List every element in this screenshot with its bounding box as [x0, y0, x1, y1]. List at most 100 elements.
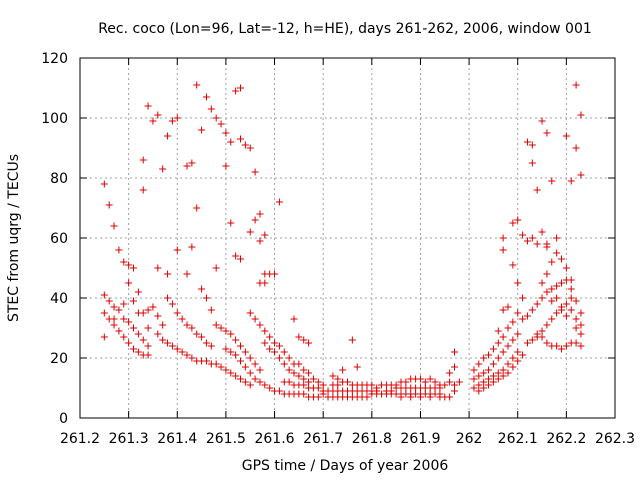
x-tick-label: 262 [456, 431, 483, 447]
data-point [144, 102, 152, 110]
data-point [446, 369, 454, 377]
data-point [514, 348, 522, 356]
data-point [144, 351, 152, 359]
x-tick-label: 261.6 [254, 431, 294, 447]
data-point [159, 165, 167, 173]
data-point [446, 378, 454, 386]
data-point [134, 330, 142, 338]
data-point [202, 339, 210, 347]
data-point [567, 177, 575, 185]
data-point [256, 321, 264, 329]
data-point [509, 261, 517, 269]
data-point [480, 369, 488, 377]
data-point [295, 372, 303, 380]
data-point [110, 315, 118, 323]
data-point [567, 294, 575, 302]
data-point [499, 306, 507, 314]
data-point [538, 294, 546, 302]
data-point [246, 309, 254, 317]
data-point [514, 279, 522, 287]
data-point [514, 357, 522, 365]
data-point [523, 312, 531, 320]
data-point [519, 315, 527, 323]
data-point [475, 360, 483, 368]
data-point [514, 216, 522, 224]
data-point [558, 345, 565, 353]
data-point [305, 378, 313, 386]
data-point [504, 360, 512, 368]
data-point [275, 387, 283, 395]
data-point [207, 105, 215, 113]
data-point [212, 264, 220, 272]
data-point [227, 138, 235, 146]
data-point [285, 366, 293, 374]
data-point [275, 198, 283, 206]
data-point [198, 285, 206, 293]
data-point [533, 300, 541, 308]
data-point [251, 168, 259, 176]
data-point [154, 111, 162, 119]
data-point [144, 324, 152, 332]
data-point [494, 375, 502, 383]
data-point [120, 258, 128, 266]
data-point [290, 369, 298, 377]
data-point [533, 240, 541, 248]
data-point [198, 126, 206, 134]
data-point [538, 333, 546, 341]
data-point [130, 297, 137, 305]
data-point [577, 342, 585, 350]
data-point [314, 384, 322, 392]
data-point [577, 330, 585, 338]
data-point [100, 180, 108, 188]
data-point [154, 330, 162, 338]
data-point [407, 393, 415, 401]
data-points [100, 81, 585, 401]
data-point [232, 87, 240, 95]
data-point [572, 297, 580, 305]
data-point [572, 315, 580, 323]
data-point [475, 387, 483, 395]
data-point [232, 372, 240, 380]
data-point [202, 357, 210, 365]
data-point [558, 255, 565, 263]
data-point [227, 330, 235, 338]
data-point [344, 378, 351, 386]
data-point [261, 279, 269, 287]
data-point [485, 381, 493, 389]
y-tick-label: 80 [50, 171, 68, 187]
data-point [212, 114, 220, 122]
data-point [202, 93, 210, 101]
data-point [363, 393, 371, 401]
data-point [558, 306, 565, 314]
data-point [543, 339, 551, 347]
x-axis-label: GPS time / Days of year 2006 [242, 458, 449, 474]
data-point [504, 324, 512, 332]
data-point [382, 387, 390, 395]
data-point [164, 270, 172, 278]
data-point [319, 381, 327, 389]
data-point [543, 288, 551, 296]
data-point [485, 366, 493, 374]
data-point [105, 297, 113, 305]
data-point [168, 342, 176, 350]
data-point [159, 336, 167, 344]
data-point [120, 315, 128, 323]
data-point [246, 354, 254, 362]
data-point [421, 378, 429, 386]
data-point [237, 375, 244, 383]
data-point [553, 234, 561, 242]
data-point [519, 294, 527, 302]
data-point [266, 333, 274, 341]
data-point [285, 378, 293, 386]
data-point [494, 339, 502, 347]
data-point [173, 114, 181, 122]
data-point [280, 348, 288, 356]
data-point [251, 360, 259, 368]
data-point [436, 393, 444, 401]
data-point [125, 261, 133, 269]
data-point [164, 294, 172, 302]
data-point [339, 366, 347, 374]
data-point [528, 306, 536, 314]
data-point [499, 234, 507, 242]
